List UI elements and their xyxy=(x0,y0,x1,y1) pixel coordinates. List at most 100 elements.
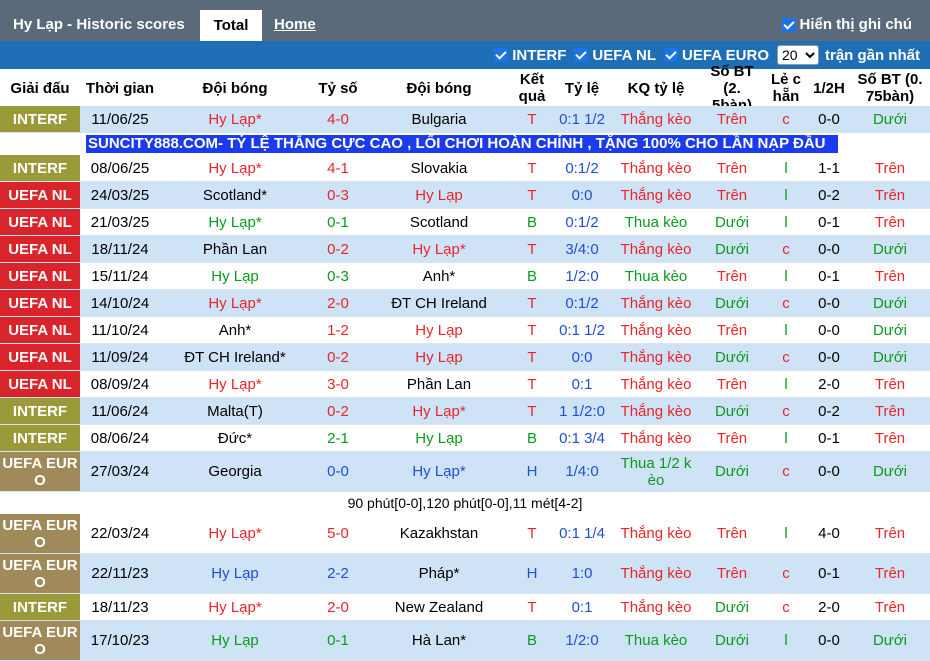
league-badge[interactable]: UEFA NL xyxy=(0,182,80,208)
show-notes-toggle[interactable]: Hiển thị ghi chú xyxy=(781,16,912,33)
table-row[interactable]: UEFA NL 11/09/24 ĐT CH Ireland* 0-2 Hy Lạp T 0… xyxy=(0,344,930,371)
checkbox-icon[interactable] xyxy=(494,48,509,62)
table-row[interactable]: UEFA EUR O 27/03/24 Georgia 0-0 Hy Lạp* H 1/4:0… xyxy=(0,452,930,492)
half-score: 0-0 xyxy=(818,294,840,312)
away-team: Bulgaria xyxy=(411,110,467,128)
match-date: 11/06/25 xyxy=(91,110,149,128)
league-badge[interactable]: UEFA NL xyxy=(0,236,80,262)
checkbox-icon[interactable] xyxy=(781,17,796,32)
score: 2-0 xyxy=(327,598,349,616)
odd-even: c xyxy=(782,463,790,480)
table-row[interactable]: INTERF 11/06/25 Hy Lạp* 4-0 Bulgaria T 0:1 1/2… xyxy=(0,106,930,133)
match-date: 18/11/24 xyxy=(91,240,149,258)
score: 2-0 xyxy=(327,294,349,312)
home-team: Đức* xyxy=(217,429,253,447)
league-badge[interactable]: INTERF xyxy=(0,155,80,181)
odds: 0:1 xyxy=(571,598,593,616)
match-date: 15/11/24 xyxy=(91,267,149,285)
league-badge[interactable]: INTERF xyxy=(0,594,80,620)
league-badge[interactable]: INTERF xyxy=(0,398,80,424)
checkbox-icon[interactable] xyxy=(664,48,679,62)
half-score: 0-1 xyxy=(818,429,840,447)
column-header: Giải đấu xyxy=(10,79,70,97)
over-under-075: Trên xyxy=(874,525,906,542)
over-under-075: Trên xyxy=(874,267,906,285)
result: T xyxy=(527,294,537,312)
away-team: Slovakia xyxy=(410,159,468,177)
odd-even: c xyxy=(782,402,790,420)
result: B xyxy=(526,632,537,649)
filter-uefa-nl[interactable]: UEFA NL xyxy=(574,47,656,64)
over-under-075: Trên xyxy=(874,598,906,616)
filter-uefa-euro[interactable]: UEFA EURO xyxy=(664,47,769,64)
league-badge[interactable]: UEFA EUR O xyxy=(0,452,80,491)
table-row[interactable]: UEFA NL 24/03/25 Scotland* 0-3 Hy Lạp T 0:0 Thắ… xyxy=(0,182,930,209)
column-header: Số BT (2. 5bàn) xyxy=(710,62,754,114)
league-badge[interactable]: UEFA NL xyxy=(0,290,80,316)
table-row[interactable]: INTERF 18/11/23 Hy Lạp* 2-0 New Zealand T 0:1 T… xyxy=(0,594,930,621)
result: H xyxy=(526,565,538,582)
home-team: Hy Lạp xyxy=(211,632,259,649)
away-team: Hy Lạp xyxy=(415,321,463,339)
checkbox-icon[interactable] xyxy=(574,48,589,62)
match-date: 11/06/24 xyxy=(91,402,149,420)
table-row[interactable]: UEFA EUR O 17/10/23 Hy Lạp 0-1 Hà Lan* B 1/2:0 T… xyxy=(0,621,930,661)
home-team: Hy Lạp* xyxy=(208,159,262,177)
filter-interf[interactable]: INTERF xyxy=(494,47,566,64)
table-row[interactable]: UEFA NL 21/03/25 Hy Lạp* 0-1 Scotland B 0:1/2 T… xyxy=(0,209,930,236)
odds: 0:1 3/4 xyxy=(559,429,605,447)
home-team: Hy Lạp* xyxy=(208,110,262,128)
tab-home[interactable]: Home xyxy=(274,16,316,33)
match-count-select[interactable]: 20 xyxy=(776,45,819,65)
league-badge[interactable]: UEFA NL xyxy=(0,371,80,397)
ad-banner-text[interactable]: SUNCITY888.COM- TỶ LỆ THẮNG CỰC CAO , LỐ… xyxy=(86,135,838,153)
match-date: 08/09/24 xyxy=(90,375,150,393)
league-badge[interactable]: INTERF xyxy=(0,425,80,451)
odds-result: Thắng kèo xyxy=(620,565,692,582)
odd-even: c xyxy=(782,110,790,128)
table-row[interactable]: INTERF 11/06/24 Malta(T) 0-2 Hy Lạp* T 1 1/2:0… xyxy=(0,398,930,425)
league-badge[interactable]: UEFA NL xyxy=(0,209,80,235)
table-row[interactable]: UEFA EUR O 22/11/23 Hy Lạp 2-2 Pháp* H 1:0 Thắng… xyxy=(0,554,930,594)
over-under-25: Trên xyxy=(716,565,748,582)
table-row[interactable]: UEFA NL 18/11/24 Phần Lan 0-2 Hy Lạp* T 3/4:0 T… xyxy=(0,236,930,263)
league-badge[interactable]: INTERF xyxy=(0,106,80,132)
odd-even: c xyxy=(782,565,790,582)
away-team: Pháp* xyxy=(418,565,460,582)
over-under-075: Dưới xyxy=(872,240,908,258)
result: T xyxy=(527,110,537,128)
result: T xyxy=(527,348,537,366)
table-row[interactable]: UEFA NL 15/11/24 Hy Lạp 0-3 Anh* B 1/2:0 Thua k… xyxy=(0,263,930,290)
table-row[interactable]: UEFA NL 11/10/24 Anh* 1-2 Hy Lạp T 0:1 1/2 Thắn… xyxy=(0,317,930,344)
league-badge[interactable]: UEFA NL xyxy=(0,317,80,343)
over-under-25: Trên xyxy=(716,525,748,542)
table-row[interactable]: UEFA NL 08/09/24 Hy Lạp* 3-0 Phần Lan T 0:1 Thắ… xyxy=(0,371,930,398)
table-row[interactable]: INTERF 08/06/25 Hy Lạp* 4-1 Slovakia T 0:1/2 Th… xyxy=(0,155,930,182)
over-under-25: Trên xyxy=(716,159,748,177)
ad-banner[interactable]: SUNCITY888.COM- TỶ LỆ THẮNG CỰC CAO , LỐ… xyxy=(0,133,930,155)
result: T xyxy=(527,159,537,177)
result: T xyxy=(527,525,537,542)
away-team: New Zealand xyxy=(394,598,484,616)
odd-even: c xyxy=(782,294,790,312)
over-under-25: Trên xyxy=(716,186,748,204)
half-score: 0-0 xyxy=(818,110,840,128)
over-under-25: Dưới xyxy=(714,463,750,480)
over-under-25: Trên xyxy=(716,429,748,447)
away-team: Hy Lạp* xyxy=(412,463,466,480)
score: 0-2 xyxy=(327,240,349,258)
match-date: 27/03/24 xyxy=(90,463,150,480)
league-badge[interactable]: UEFA EUR O xyxy=(0,621,80,660)
result: T xyxy=(527,186,537,204)
result: T xyxy=(527,321,537,339)
result: T xyxy=(527,598,537,616)
table-row[interactable]: UEFA EUR O 22/03/24 Hy Lạp* 5-0 Kazakhstan T 0:… xyxy=(0,514,930,554)
league-badge[interactable]: UEFA NL xyxy=(0,344,80,370)
table-row[interactable]: UEFA NL 14/10/24 Hy Lạp* 2-0 ĐT CH Ireland T 0… xyxy=(0,290,930,317)
league-badge[interactable]: UEFA EUR O xyxy=(0,554,80,593)
tab-total[interactable]: Total xyxy=(200,10,262,41)
league-badge[interactable]: UEFA EUR O xyxy=(0,514,80,553)
league-badge[interactable]: UEFA NL xyxy=(0,263,80,289)
table-row[interactable]: INTERF 08/06/24 Đức* 2-1 Hy Lạp B 0:1 3/4 Thắng… xyxy=(0,425,930,452)
over-under-075: Dưới xyxy=(872,348,908,366)
